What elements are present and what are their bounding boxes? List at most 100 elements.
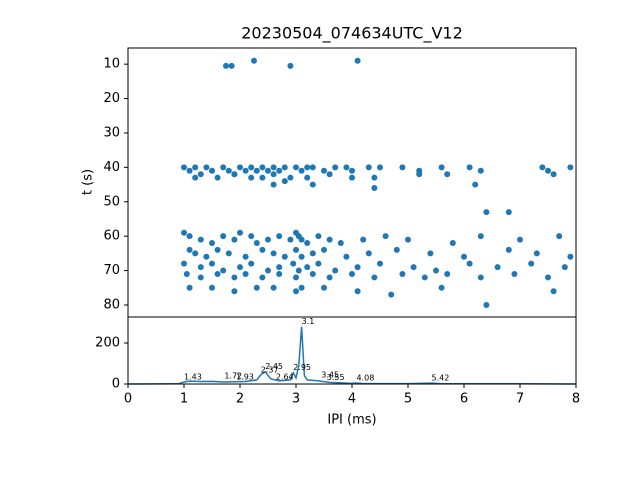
point [253,167,260,174]
point [295,267,302,274]
point [505,246,512,253]
peak-annotation: 2.45 [265,362,283,371]
point [461,253,467,260]
peak-annotation: 2.64 [276,372,294,381]
point [477,167,484,174]
point [270,171,277,178]
point [332,267,339,274]
point [326,236,333,243]
point [192,164,199,171]
peak-annotation: 4.08 [356,373,374,382]
point [225,167,232,174]
y-tick-label: 10 [103,57,120,72]
point [259,274,266,281]
point [410,264,417,271]
point [550,288,557,295]
point [248,164,255,171]
point [203,253,210,260]
point [223,62,229,69]
point [416,171,423,178]
point [298,236,305,243]
y-tick-label: 0 [112,377,120,392]
point [281,164,288,171]
point [477,233,484,240]
point [349,271,355,278]
point [214,174,221,181]
point [365,250,372,257]
point [399,271,406,278]
peak-annotation: 1.93 [236,372,254,381]
point [251,57,257,64]
point [567,164,574,171]
point [197,274,204,281]
point [220,233,227,240]
point [567,253,574,260]
point [276,264,283,271]
point [332,164,339,171]
point [209,260,215,267]
point [270,164,277,171]
point [377,164,383,171]
point [309,181,316,188]
point [253,284,260,291]
point [349,167,355,174]
peak-annotation: 3.55 [327,373,345,382]
point [382,233,389,240]
point [186,284,193,291]
axes-frame [127,316,577,385]
point [466,260,473,267]
point [405,236,411,243]
x-tick-label: 0 [124,392,132,407]
point [315,233,322,240]
point [371,185,378,192]
point [321,284,327,291]
point [197,171,204,178]
point [270,250,277,257]
point [444,171,451,178]
point [304,240,311,247]
point [494,264,501,271]
point [270,284,277,291]
peak-annotation: 3.1 [302,317,315,326]
x-tick-label: 7 [516,392,524,407]
y-axis-label: t (s) [81,169,96,195]
x-tick-label: 2 [236,392,244,407]
point [287,236,294,243]
point [561,264,568,271]
point [181,229,187,236]
point [309,271,316,278]
peak-annotation: 2.37 [261,365,279,374]
peak-annotation: 3.45 [321,370,339,379]
point [511,271,518,278]
point [214,271,221,278]
point [533,250,540,257]
point [309,164,316,171]
point [321,246,327,253]
point [399,164,406,171]
point [298,284,305,291]
peak-annotation: 2.95 [293,363,311,372]
point [321,167,327,174]
peak-annotation: 5.42 [432,374,450,383]
point [483,301,490,308]
point [354,264,361,271]
point [220,164,227,171]
point [477,274,484,281]
x-tick-label: 3 [292,392,300,407]
point [231,274,238,281]
y-tick-label: 30 [103,125,120,140]
y-tick-label: 50 [103,194,120,209]
point [343,253,350,260]
point [444,271,451,278]
point [209,167,215,174]
point [186,246,193,253]
point [528,260,535,267]
point [371,274,378,281]
point [220,267,227,274]
point [259,174,266,181]
point [242,253,249,260]
point [237,164,243,171]
point [466,164,473,171]
point [545,274,551,281]
